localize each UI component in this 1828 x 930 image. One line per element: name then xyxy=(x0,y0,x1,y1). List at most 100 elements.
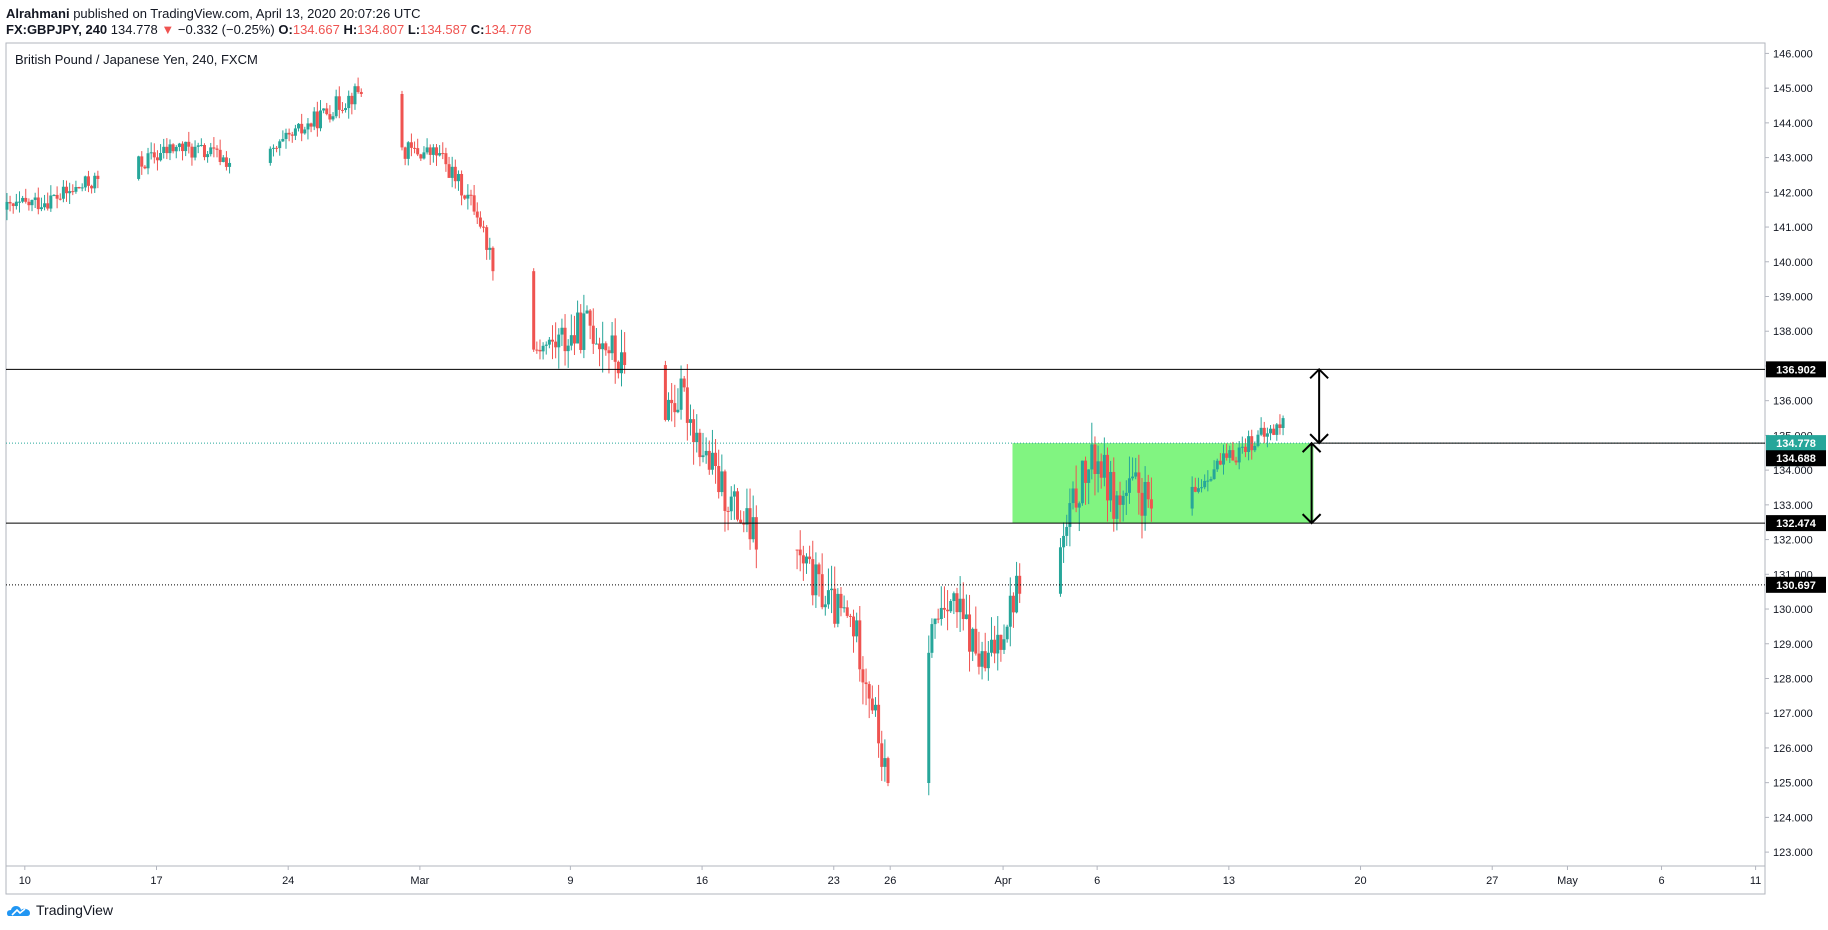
level-label-bg xyxy=(1766,361,1826,378)
candle-body xyxy=(858,620,862,670)
candle-body xyxy=(1137,472,1141,493)
candle-body xyxy=(1228,450,1232,458)
candle-body xyxy=(1074,488,1078,508)
candle-body xyxy=(149,152,153,154)
candle-body xyxy=(96,175,100,179)
candle-body xyxy=(594,343,598,345)
measure-arrow-head xyxy=(1309,367,1329,380)
candle-body xyxy=(1243,446,1247,452)
candle-body xyxy=(1193,486,1197,492)
candle-body xyxy=(419,154,423,159)
candle-body xyxy=(1015,575,1019,613)
candle-body xyxy=(588,310,592,326)
candle-body xyxy=(400,94,404,148)
candle-body xyxy=(585,310,589,314)
candle-body xyxy=(939,607,943,620)
candle-body xyxy=(49,195,53,209)
candle-body xyxy=(804,556,808,564)
candle-body xyxy=(848,615,852,617)
candle-body xyxy=(836,593,840,624)
candle-body xyxy=(1002,639,1006,650)
candle-body xyxy=(43,203,47,208)
candle-body xyxy=(344,108,348,111)
consolidation-zone xyxy=(1012,443,1314,524)
last-price-bg xyxy=(1766,435,1826,452)
x-tick-label: 20 xyxy=(1354,875,1366,887)
candle-body xyxy=(485,227,489,250)
candle-body xyxy=(946,609,950,612)
symbol-label: FX:GBPJPY, 240 xyxy=(6,22,108,37)
candle-body xyxy=(983,651,987,669)
candle-body xyxy=(663,365,667,420)
zone-layer xyxy=(1012,443,1314,524)
level-label-bg xyxy=(1766,515,1826,532)
y-tick-label: 146.000 xyxy=(1773,48,1813,60)
bid-label: 134.688 xyxy=(1776,453,1816,465)
candle-body xyxy=(33,197,37,200)
candle-body xyxy=(870,698,874,711)
candle-body xyxy=(488,247,492,250)
candle-body xyxy=(68,191,72,194)
candle-body xyxy=(331,116,335,120)
candle-body xyxy=(17,201,21,203)
candle-body xyxy=(839,593,843,609)
candle-body xyxy=(811,559,815,596)
candle-body xyxy=(215,148,219,150)
candle-body xyxy=(717,466,721,493)
candle-body xyxy=(1068,503,1072,527)
y-tick-label: 130.000 xyxy=(1773,604,1813,616)
candle-body xyxy=(1058,547,1062,594)
candle-body xyxy=(679,378,683,410)
candle-body xyxy=(14,201,18,207)
candle-body xyxy=(293,128,297,136)
y-tick-label: 127.000 xyxy=(1773,708,1813,720)
candle-body xyxy=(563,327,567,352)
candle-body xyxy=(287,132,291,135)
candle-body xyxy=(930,624,934,653)
level-label: 136.902 xyxy=(1776,364,1816,376)
author-name[interactable]: Alrahmani xyxy=(6,6,70,21)
candle-body xyxy=(610,335,614,354)
candle-body xyxy=(1090,444,1094,470)
candle-body xyxy=(547,339,551,345)
candle-body xyxy=(607,350,611,354)
candle-body xyxy=(601,343,605,350)
candle-body xyxy=(616,361,620,374)
candle-body xyxy=(1140,492,1144,516)
candle-body xyxy=(413,147,417,149)
candle-body xyxy=(1102,454,1106,478)
candle-body xyxy=(996,634,1000,654)
time-axis[interactable]: 10 17 24 Mar 9 16 23 26 Apr 6 13 20 27 May 6 11 xyxy=(19,866,1762,887)
x-tick-label: 6 xyxy=(1094,875,1100,887)
candle-body xyxy=(36,197,40,210)
x-tick-label: 17 xyxy=(150,875,162,887)
candle-body xyxy=(974,628,978,654)
candle-body xyxy=(720,471,724,493)
y-tick-label: 129.000 xyxy=(1773,639,1813,651)
candle-body xyxy=(224,157,228,167)
candle-body xyxy=(300,123,304,134)
candle-body xyxy=(491,247,495,272)
candle-body xyxy=(971,628,975,652)
candle-body xyxy=(861,669,865,683)
y-tick-label: 142.000 xyxy=(1773,187,1813,199)
measure-arrow-tail xyxy=(1309,433,1329,445)
candle-body xyxy=(833,588,837,624)
tradingview-logo[interactable]: TradingView xyxy=(6,902,113,918)
candle-body xyxy=(1121,495,1125,505)
candle-body xyxy=(463,195,467,199)
candle-body xyxy=(1084,460,1088,483)
candle-body xyxy=(290,134,294,136)
price-axis[interactable]: 123.000 124.000 125.000 126.000 127.000 128.0… xyxy=(1765,48,1813,859)
candle-body xyxy=(1118,495,1122,505)
candle-body xyxy=(340,109,344,111)
candle-body xyxy=(228,162,232,167)
candle-body xyxy=(77,187,81,189)
candle-body xyxy=(1200,487,1204,489)
candle-body xyxy=(1127,478,1131,493)
candle-body xyxy=(202,144,206,158)
candle-body xyxy=(557,334,561,348)
candle-body xyxy=(152,152,156,158)
candle-body xyxy=(591,325,595,344)
